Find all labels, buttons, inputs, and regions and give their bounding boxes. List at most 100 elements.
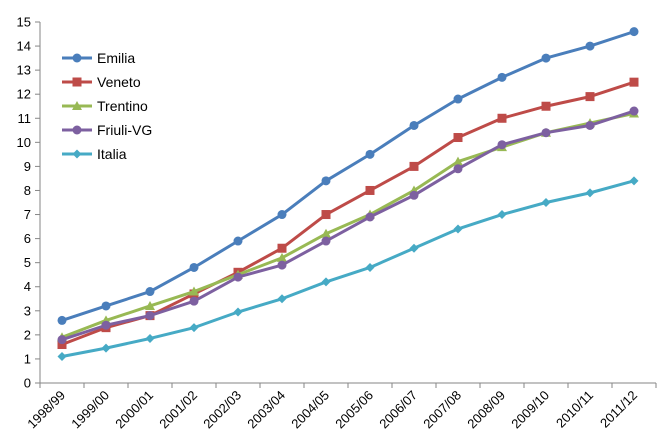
legend-marker bbox=[72, 101, 82, 110]
series-trentino bbox=[57, 108, 639, 342]
x-tick-label: 2009/10 bbox=[508, 388, 552, 432]
x-tick-label: 2002/03 bbox=[200, 388, 244, 432]
data-point bbox=[189, 262, 199, 272]
data-point bbox=[585, 41, 595, 51]
y-tick-label: 6 bbox=[24, 231, 31, 246]
data-point bbox=[629, 176, 639, 186]
series-line bbox=[61, 179, 635, 358]
legend-label: Italia bbox=[97, 146, 127, 162]
data-point bbox=[497, 113, 507, 123]
data-point bbox=[57, 339, 67, 349]
data-point bbox=[409, 120, 419, 130]
data-point bbox=[277, 252, 287, 262]
legend-entry: Italia bbox=[62, 146, 127, 162]
legend-entry: Emilia bbox=[62, 50, 135, 66]
data-point bbox=[409, 190, 419, 200]
data-point bbox=[453, 156, 463, 166]
legend-label: Emilia bbox=[97, 50, 135, 66]
y-tick-label: 12 bbox=[17, 87, 31, 102]
series-italia bbox=[57, 176, 639, 362]
legend-marker bbox=[72, 149, 82, 159]
data-point bbox=[189, 323, 199, 333]
data-point bbox=[321, 228, 331, 238]
data-point bbox=[629, 106, 639, 116]
data-point bbox=[365, 185, 375, 195]
data-point bbox=[233, 236, 243, 246]
legend-label: Veneto bbox=[97, 74, 141, 90]
y-tick-label: 13 bbox=[17, 63, 31, 78]
x-tick-label: 1998/99 bbox=[24, 388, 68, 432]
y-tick-label: 9 bbox=[24, 159, 31, 174]
data-point bbox=[365, 262, 375, 272]
data-point bbox=[541, 101, 551, 111]
data-point bbox=[453, 94, 463, 104]
data-point bbox=[365, 149, 375, 159]
y-tick-label: 5 bbox=[24, 255, 31, 270]
data-point bbox=[585, 92, 595, 102]
y-tick-label: 14 bbox=[17, 39, 31, 54]
data-point bbox=[189, 296, 199, 306]
series-layer bbox=[57, 27, 639, 362]
data-point bbox=[321, 236, 331, 246]
y-tick-label: 0 bbox=[24, 376, 31, 391]
data-point bbox=[453, 224, 463, 234]
data-point bbox=[365, 212, 375, 222]
y-tick-label: 1 bbox=[24, 351, 31, 366]
data-point bbox=[145, 287, 155, 297]
legend-label: Friuli-VG bbox=[97, 122, 152, 138]
data-point bbox=[101, 301, 111, 311]
data-point bbox=[57, 352, 67, 362]
x-tick-label: 2003/04 bbox=[244, 388, 288, 432]
data-point bbox=[277, 243, 287, 253]
data-point bbox=[233, 307, 243, 317]
data-point bbox=[57, 335, 67, 345]
legend: Emilia Veneto Trentino Friuli-VG Italia bbox=[62, 50, 152, 162]
data-point bbox=[277, 210, 287, 220]
data-point bbox=[497, 210, 507, 220]
x-tick-label: 2007/08 bbox=[420, 388, 464, 432]
data-point bbox=[145, 300, 155, 310]
data-point bbox=[277, 294, 287, 304]
data-point bbox=[321, 210, 331, 220]
data-point bbox=[233, 272, 243, 282]
data-point bbox=[541, 128, 551, 138]
data-point bbox=[409, 243, 419, 253]
legend-marker bbox=[72, 53, 82, 63]
legend-entry: Trentino bbox=[62, 98, 148, 114]
data-point bbox=[497, 140, 507, 150]
legend-marker bbox=[72, 125, 82, 135]
series-line bbox=[61, 109, 635, 342]
x-tick-label: 2011/12 bbox=[597, 388, 640, 431]
series-line bbox=[61, 30, 635, 322]
y-tick-label: 7 bbox=[24, 207, 31, 222]
data-point bbox=[453, 164, 463, 174]
legend-label: Trentino bbox=[97, 98, 148, 114]
data-point bbox=[541, 53, 551, 63]
data-point bbox=[189, 286, 199, 296]
y-tick-label: 10 bbox=[17, 135, 31, 150]
y-tick-label: 15 bbox=[17, 15, 31, 30]
legend-entry: Veneto bbox=[62, 74, 141, 90]
series-friuli-vg bbox=[57, 106, 639, 345]
data-point bbox=[585, 188, 595, 198]
x-tick-label: 2000/01 bbox=[112, 388, 156, 432]
legend-marker bbox=[72, 77, 82, 87]
y-tick-label: 2 bbox=[24, 327, 31, 342]
data-point bbox=[101, 343, 111, 353]
data-point bbox=[497, 72, 507, 82]
data-point bbox=[541, 198, 551, 207]
series-emilia bbox=[57, 27, 639, 325]
y-tick-label: 11 bbox=[18, 111, 32, 126]
data-point bbox=[629, 27, 639, 37]
data-point bbox=[277, 260, 287, 270]
data-point bbox=[101, 320, 111, 330]
legend-entry: Friuli-VG bbox=[62, 122, 152, 138]
x-tick-label: 2006/07 bbox=[376, 388, 420, 432]
x-tick-label: 2010/11 bbox=[553, 388, 596, 431]
data-point bbox=[321, 176, 331, 186]
x-axis-ticks: 1998/99 1999/00 2000/01 2001/02 2002/03 2003/… bbox=[24, 383, 657, 432]
data-point bbox=[453, 133, 463, 143]
x-tick-label: 2008/09 bbox=[464, 388, 508, 432]
